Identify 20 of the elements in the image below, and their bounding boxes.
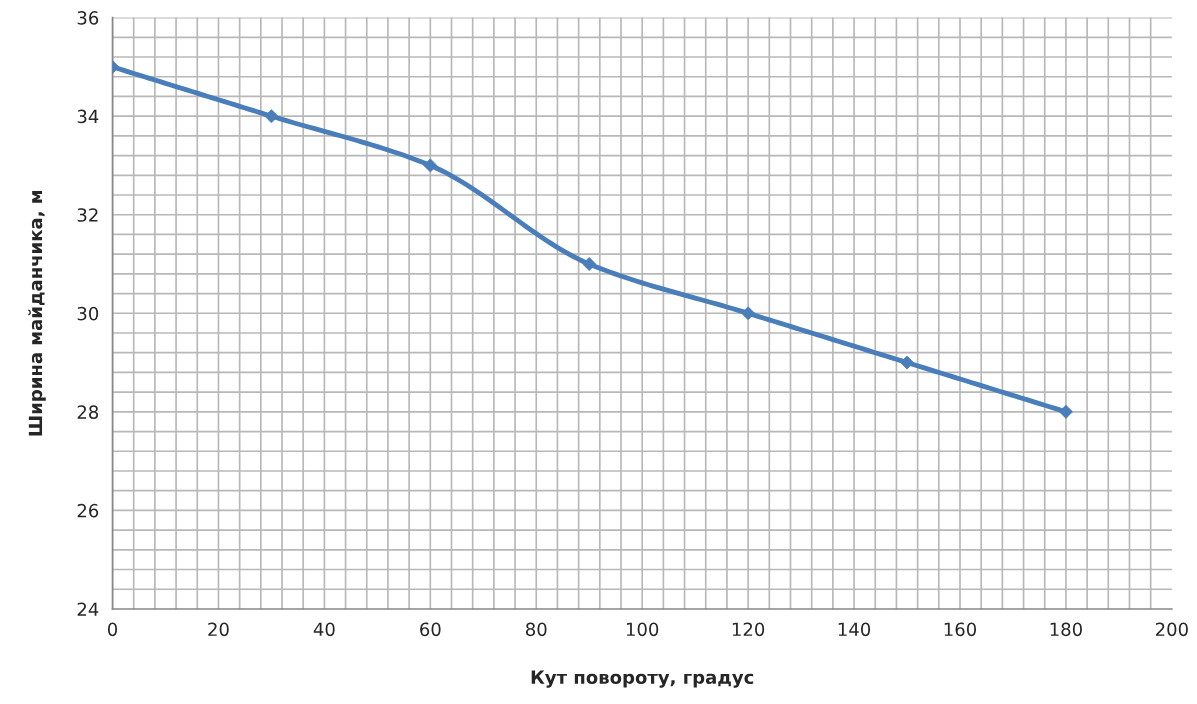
x-tick-label: 160 (944, 622, 977, 637)
x-tick-label: 140 (838, 622, 871, 637)
y-tick-label: 36 (77, 11, 99, 25)
x-tick-label: 100 (626, 622, 659, 637)
y-tick-label: 24 (77, 602, 99, 616)
y-tick-label: 34 (77, 109, 99, 124)
x-tick-label: 20 (208, 622, 229, 637)
y-axis-title: Ширина майданчика, м (28, 190, 46, 436)
x-tick-label: 40 (313, 622, 335, 637)
x-tick-label: 180 (1050, 622, 1082, 637)
x-tick-label: 80 (525, 622, 547, 637)
x-tick-label: 0 (107, 622, 118, 637)
x-tick-label: 60 (420, 622, 441, 637)
y-tick-label: 32 (77, 208, 98, 222)
y-tick-label: 30 (77, 306, 99, 321)
x-tick-label: 120 (732, 622, 765, 637)
y-tick-label: 28 (77, 405, 99, 419)
y-tick-label: 26 (77, 503, 99, 518)
x-axis-title: Кут повороту, градус (531, 670, 754, 688)
x-tick-label: 200 (1155, 622, 1188, 637)
